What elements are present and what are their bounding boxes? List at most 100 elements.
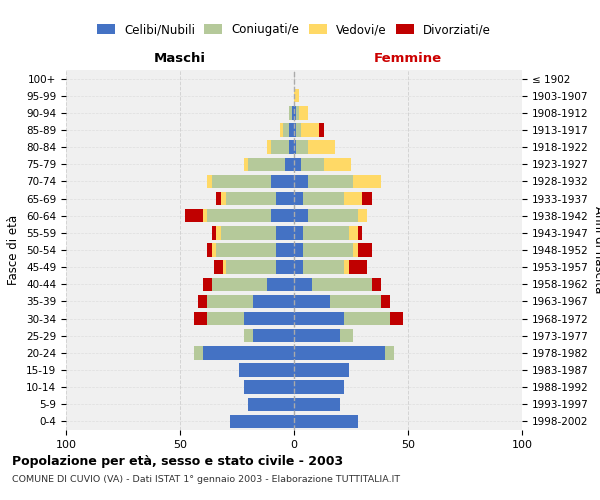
- Bar: [301, 158, 323, 171]
- Bar: [294, 398, 340, 411]
- Y-axis label: Anni di nascita: Anni di nascita: [592, 206, 600, 294]
- Y-axis label: Fasce di età: Fasce di età: [7, 215, 20, 285]
- Bar: [303, 260, 344, 274]
- Bar: [185, 209, 203, 222]
- Bar: [244, 329, 253, 342]
- Bar: [203, 278, 212, 291]
- Bar: [323, 158, 351, 171]
- Bar: [244, 158, 248, 171]
- Bar: [294, 226, 303, 239]
- Bar: [294, 260, 303, 274]
- Bar: [208, 174, 212, 188]
- Bar: [303, 192, 344, 205]
- Text: Maschi: Maschi: [154, 52, 206, 65]
- Bar: [266, 278, 294, 291]
- Bar: [217, 244, 276, 256]
- Bar: [221, 192, 226, 205]
- Bar: [226, 260, 276, 274]
- Bar: [194, 346, 203, 360]
- Bar: [294, 364, 349, 376]
- Bar: [308, 140, 335, 154]
- Bar: [380, 294, 390, 308]
- Bar: [248, 398, 294, 411]
- Bar: [358, 209, 367, 222]
- Bar: [230, 414, 294, 428]
- Bar: [303, 244, 353, 256]
- Bar: [294, 158, 301, 171]
- Bar: [294, 106, 296, 120]
- Bar: [344, 192, 362, 205]
- Bar: [294, 312, 344, 326]
- Bar: [253, 329, 294, 342]
- Bar: [349, 260, 367, 274]
- Bar: [331, 294, 380, 308]
- Bar: [353, 244, 358, 256]
- Bar: [239, 364, 294, 376]
- Bar: [362, 192, 371, 205]
- Legend: Celibi/Nubili, Coniugati/e, Vedovi/e, Divorziati/e: Celibi/Nubili, Coniugati/e, Vedovi/e, Di…: [92, 18, 496, 40]
- Bar: [276, 226, 294, 239]
- Bar: [271, 174, 294, 188]
- Bar: [266, 140, 271, 154]
- Bar: [296, 106, 299, 120]
- Bar: [294, 380, 344, 394]
- Bar: [294, 244, 303, 256]
- Bar: [294, 174, 308, 188]
- Bar: [385, 346, 394, 360]
- Bar: [212, 174, 271, 188]
- Bar: [276, 244, 294, 256]
- Bar: [294, 124, 296, 136]
- Bar: [294, 329, 340, 342]
- Bar: [294, 414, 358, 428]
- Bar: [308, 174, 353, 188]
- Bar: [223, 260, 226, 274]
- Bar: [292, 106, 294, 120]
- Bar: [358, 226, 362, 239]
- Bar: [208, 294, 253, 308]
- Bar: [289, 124, 294, 136]
- Bar: [294, 346, 385, 360]
- Bar: [294, 140, 296, 154]
- Bar: [289, 106, 292, 120]
- Bar: [253, 294, 294, 308]
- Bar: [294, 278, 312, 291]
- Bar: [208, 312, 244, 326]
- Bar: [217, 226, 221, 239]
- Bar: [226, 192, 276, 205]
- Bar: [280, 124, 283, 136]
- Bar: [198, 294, 208, 308]
- Bar: [308, 209, 358, 222]
- Bar: [312, 278, 371, 291]
- Bar: [289, 140, 294, 154]
- Bar: [271, 140, 289, 154]
- Bar: [353, 174, 380, 188]
- Bar: [271, 209, 294, 222]
- Bar: [301, 124, 319, 136]
- Bar: [248, 158, 285, 171]
- Bar: [340, 329, 353, 342]
- Bar: [212, 244, 217, 256]
- Bar: [344, 260, 349, 274]
- Bar: [294, 192, 303, 205]
- Bar: [203, 209, 208, 222]
- Bar: [296, 124, 301, 136]
- Bar: [285, 158, 294, 171]
- Bar: [214, 260, 223, 274]
- Text: Femmine: Femmine: [374, 52, 442, 65]
- Bar: [283, 124, 289, 136]
- Bar: [203, 346, 294, 360]
- Bar: [217, 192, 221, 205]
- Bar: [358, 244, 371, 256]
- Bar: [212, 226, 217, 239]
- Text: Popolazione per età, sesso e stato civile - 2003: Popolazione per età, sesso e stato civil…: [12, 455, 343, 468]
- Bar: [319, 124, 323, 136]
- Bar: [208, 244, 212, 256]
- Bar: [244, 312, 294, 326]
- Bar: [276, 260, 294, 274]
- Bar: [221, 226, 276, 239]
- Bar: [294, 209, 308, 222]
- Bar: [303, 226, 349, 239]
- Bar: [349, 226, 358, 239]
- Bar: [344, 312, 390, 326]
- Bar: [294, 89, 299, 102]
